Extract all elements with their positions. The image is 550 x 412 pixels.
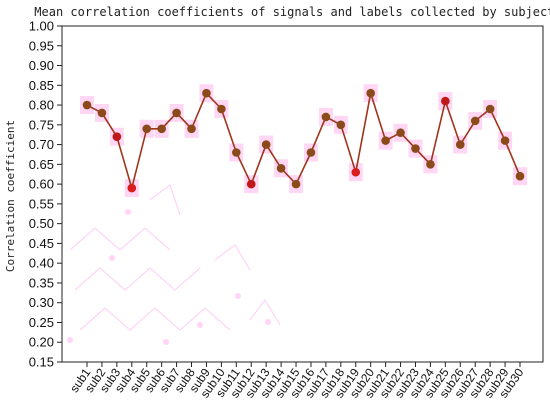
y-tick-label: 0.70 [29,137,54,152]
y-tick-label: 0.30 [29,295,54,310]
artifact-dot-0 [67,337,73,343]
y-tick-label: 0.20 [29,335,54,350]
y-tick-label: 0.65 [29,157,54,172]
artifact-dot-5 [235,293,241,299]
data-point-sub22 [396,128,405,138]
data-point-sub26 [455,140,465,149]
y-tick-label: 0.90 [29,58,54,73]
plot-frame [61,25,544,363]
data-point-sub6 [157,124,166,134]
data-point-sub14 [276,164,286,173]
data-point-sub27 [470,116,480,126]
data-point-sub17 [321,112,331,122]
y-tick-label: 0.40 [29,256,54,271]
y-tick-label: 0.15 [29,355,54,370]
data-point-sub23 [411,144,420,153]
y-axis: 0.15 0.20 0.25 0.30 0.35 0.40 0.45 0.50 0.55 0.60… [29,19,62,370]
x-axis: sub1sub2sub3sub4sub5sub6sub7sub8sub9sub1… [67,362,527,401]
data-point-sub1 [82,100,92,110]
background-artifacts [67,184,281,345]
data-point-sub11 [232,148,241,157]
data-point-sub25 [441,96,450,106]
y-tick-label: 0.80 [29,98,54,113]
data-point-sub28 [485,104,495,114]
y-tick-label: 1.00 [29,19,54,34]
artifact-dot-3 [163,339,169,345]
data-points [82,88,525,193]
data-point-sub24 [426,160,435,169]
y-tick-label: 0.45 [29,236,54,251]
data-point-sub18 [336,120,346,130]
artifact-stroke-0 [69,227,171,251]
y-tick-label: 0.55 [29,196,54,211]
artifact-dot-6 [265,319,271,325]
data-point-sub21 [381,136,390,145]
data-point-sub13 [261,140,271,149]
artifact-stroke-2 [79,307,231,331]
data-point-sub16 [306,148,316,157]
y-tick-label: 0.50 [29,216,54,231]
data-point-sub30 [515,171,525,181]
y-axis-label: Correlation coefficient [4,120,17,272]
artifact-stroke-4 [214,244,251,271]
data-point-sub12 [246,179,256,189]
y-tick-label: 0.35 [29,275,54,290]
y-tick-label: 0.95 [29,38,54,53]
data-point-sub5 [142,124,152,134]
data-point-sub20 [366,88,375,98]
artifact-stroke-5 [249,298,281,326]
data-point-sub29 [500,136,510,145]
artifact-dot-2 [125,209,131,215]
y-tick-label: 0.75 [29,117,54,132]
data-point-sub7 [172,108,181,118]
y-tick-label: 0.25 [29,315,54,330]
y-tick-label: 0.60 [29,177,54,192]
data-point-sub9 [202,88,211,98]
data-point-sub2 [97,108,107,118]
chart-title: Mean correlation coefficients of signals… [34,5,550,19]
y-tick-label: 0.85 [29,78,54,93]
data-point-sub3 [112,132,122,141]
data-point-sub4 [127,183,137,193]
data-point-sub19 [351,167,361,177]
artifact-stroke-3 [149,184,181,216]
artifact-dot-1 [109,255,115,261]
data-point-sub10 [217,104,226,114]
data-point-sub15 [291,179,301,189]
artifact-dot-4 [197,322,203,328]
data-point-sub8 [187,124,196,134]
artifact-stroke-1 [74,267,201,291]
